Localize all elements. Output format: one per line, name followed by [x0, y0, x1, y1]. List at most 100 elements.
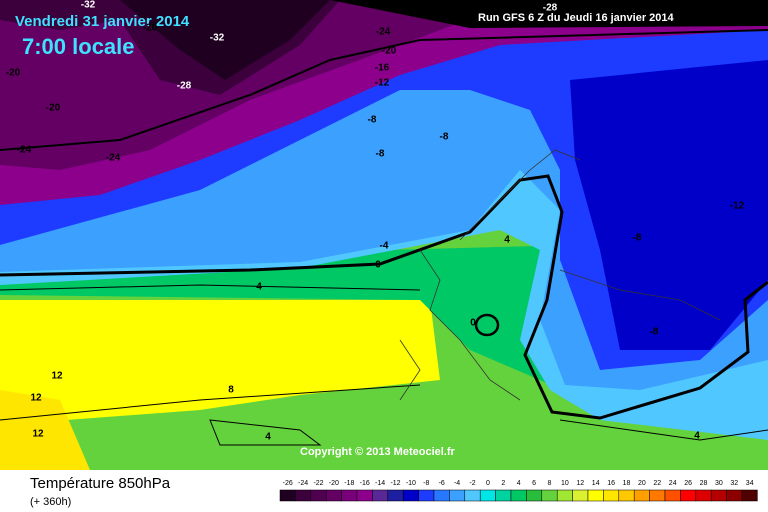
contour-label: -12	[730, 201, 745, 212]
contour-label: -24	[376, 27, 391, 38]
legend-tick-label: -16	[360, 480, 370, 487]
legend-tick-label: -4	[454, 480, 460, 487]
legend-swatch	[587, 489, 604, 502]
contour-label: -32	[81, 0, 96, 11]
contour-label: -20	[46, 103, 61, 114]
legend-swatch	[433, 489, 450, 502]
contour-label: 4	[504, 235, 510, 246]
legend-swatch	[372, 489, 389, 502]
contour-label: -4	[380, 241, 389, 252]
coastline	[399, 149, 721, 401]
legend-tick-label: 16	[607, 480, 615, 487]
legend-swatch	[695, 489, 712, 502]
contour-label: 12	[30, 393, 42, 404]
legend-swatch	[726, 489, 743, 502]
contour-label: 4	[256, 282, 262, 293]
legend-tick-label: 0	[486, 480, 490, 487]
legend-swatch	[402, 489, 419, 502]
legend-tick-label: -6	[439, 480, 445, 487]
isotherm	[0, 29, 768, 151]
contour-label: 12	[32, 429, 44, 440]
legend-swatch	[325, 489, 342, 502]
legend-swatch	[633, 489, 650, 502]
legend-swatch	[495, 489, 512, 502]
legend-swatch	[449, 489, 466, 502]
legend-tick-label: 2	[501, 480, 505, 487]
legend-tick-label: 8	[548, 480, 552, 487]
legend-tick-label: -20	[329, 480, 339, 487]
legend-tick-label: 18	[623, 480, 631, 487]
legend-swatch	[710, 489, 727, 502]
color-legend: -26 -24 -22 -20 -18 -16 -14 -12 -10 -8 -6 -4 -2 0 2 4 6 8…	[279, 480, 758, 502]
contour-label: -20	[143, 23, 158, 34]
contour-label: -24	[17, 145, 32, 156]
zero-isotherm	[0, 174, 768, 420]
legend-swatch	[680, 489, 697, 502]
legend-tick-label: 26	[684, 480, 692, 487]
contour-label: 4	[694, 431, 700, 442]
legend-tick-label: 34	[746, 480, 754, 487]
legend-tick-label: -26	[283, 480, 293, 487]
legend-tick-label: -8	[423, 480, 429, 487]
legend-swatch	[310, 489, 327, 502]
contour-label: 8	[228, 385, 234, 396]
contour-label: -32	[210, 33, 225, 44]
legend-swatch	[510, 489, 527, 502]
legend-tick-label: -18	[344, 480, 354, 487]
legend-tick-label: -10	[406, 480, 416, 487]
forecast-time: 7:00 locale	[22, 34, 135, 59]
forecast-date: Vendredi 31 janvier 2014	[15, 13, 190, 30]
legend-swatch	[464, 489, 481, 502]
legend-tick-label: -12	[390, 480, 400, 487]
legend-swatch	[649, 489, 666, 502]
legend-swatch	[418, 489, 435, 502]
very-cold-area	[120, 0, 330, 80]
contour-label: 12	[51, 371, 63, 382]
legend-tick-label: -2	[469, 480, 475, 487]
contour-label: 0	[375, 260, 381, 271]
map: Run GFS 6 Z du Jeudi 16 janvier 2014 Ven…	[0, 0, 768, 470]
legend-swatch	[356, 489, 373, 502]
legend-tick-label: 28	[700, 480, 708, 487]
contour-labels: -32 -28 -32 -20 -24 -20 -16 -12 -20 -28 -20 -24 -24 -…	[6, 0, 745, 443]
contour-label: -8	[650, 327, 659, 338]
legend-swatch	[295, 489, 312, 502]
legend-tick-label: 12	[576, 480, 584, 487]
contour-label: -20	[382, 46, 397, 57]
legend-tick-label: 22	[653, 480, 661, 487]
contour-label: -12	[375, 78, 390, 89]
legend-tick-label: -24	[298, 480, 308, 487]
legend-tick-label: 4	[517, 480, 521, 487]
copyright: Copyright © 2013 Meteociel.fr	[300, 446, 456, 458]
legend-tick-label: 20	[638, 480, 646, 487]
legend-swatch	[556, 489, 573, 502]
legend-swatch	[387, 489, 404, 502]
legend-tick-label: 10	[561, 480, 569, 487]
contour-label: -24	[106, 153, 121, 164]
contour-label: -28	[177, 81, 192, 92]
legend-tick-label: 32	[730, 480, 738, 487]
legend-swatch	[526, 489, 543, 502]
footer-subtitle: (+ 360h)	[30, 496, 71, 508]
warm-area	[0, 300, 440, 425]
legend-tick-label: 24	[669, 480, 677, 487]
very-cold-area	[0, 0, 520, 170]
warm-area	[0, 390, 90, 470]
isotherm	[474, 313, 500, 337]
legend-swatch	[603, 489, 620, 502]
contour-label: -8	[633, 233, 642, 244]
contour-label: -8	[368, 115, 377, 126]
legend-tick-label: 14	[592, 480, 600, 487]
legend-tick-label: 30	[715, 480, 723, 487]
legend-tick-label: -14	[375, 480, 385, 487]
footer-title: Température 850hPa	[30, 475, 171, 492]
contour-label: 4	[265, 432, 271, 443]
legend-swatch	[541, 489, 558, 502]
contour-label: -8	[376, 149, 385, 160]
legend-swatch	[279, 489, 296, 502]
contour-label: -28	[543, 3, 558, 14]
legend-swatch	[572, 489, 589, 502]
legend-swatch	[618, 489, 635, 502]
run-info: Run GFS 6 Z du Jeudi 16 janvier 2014	[478, 12, 675, 24]
